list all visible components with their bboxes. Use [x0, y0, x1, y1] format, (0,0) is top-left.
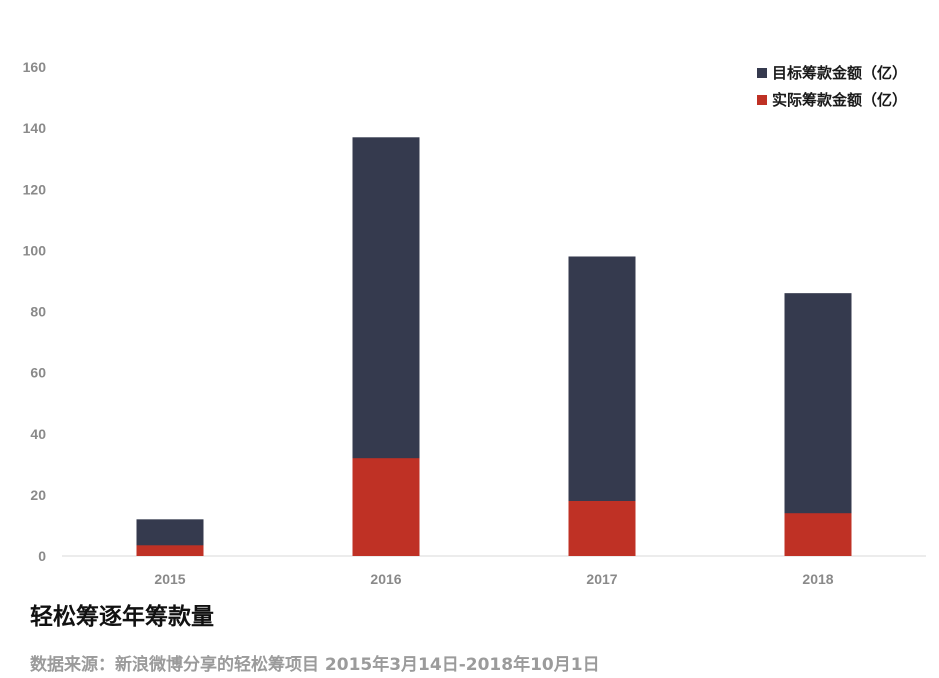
x-tick-label: 2016 — [370, 571, 401, 587]
bar-chart: 0 20 40 60 80 100 120 140 160 2015 2016 2017 2018 目… — [23, 59, 926, 587]
x-axis: 2015 2016 2017 2018 — [154, 571, 833, 587]
legend-label: 实际筹款金额（亿） — [772, 91, 907, 109]
bar-actual-2017 — [568, 500, 636, 556]
y-tick-label: 0 — [38, 548, 46, 564]
bar-actual-2016 — [352, 458, 420, 556]
x-tick-label: 2018 — [802, 571, 833, 587]
y-tick-label: 140 — [23, 120, 47, 136]
y-axis: 0 20 40 60 80 100 120 140 160 — [23, 59, 47, 564]
legend-swatch — [757, 68, 767, 78]
legend: 目标筹款金额（亿） 实际筹款金额（亿） — [757, 64, 907, 109]
bar-actual-2018 — [784, 513, 852, 556]
bar-target-2018 — [784, 293, 852, 556]
x-tick-label: 2017 — [586, 571, 617, 587]
y-tick-label: 60 — [30, 365, 46, 381]
caption-source: 数据来源：新浪微博分享的轻松筹项目 2015年3月14日-2018年10月1日 — [30, 655, 600, 675]
y-tick-label: 80 — [30, 304, 46, 320]
x-tick-label: 2015 — [154, 571, 185, 587]
bar-actual-2015 — [136, 545, 204, 556]
y-tick-label: 100 — [23, 242, 47, 258]
legend-swatch — [757, 95, 767, 105]
y-tick-label: 120 — [23, 181, 47, 197]
legend-label: 目标筹款金额（亿） — [772, 64, 907, 82]
y-tick-label: 160 — [23, 59, 47, 75]
bars — [136, 137, 852, 556]
y-tick-label: 20 — [30, 487, 46, 503]
caption-title: 轻松筹逐年筹款量 — [30, 604, 214, 630]
y-tick-label: 40 — [30, 426, 46, 442]
